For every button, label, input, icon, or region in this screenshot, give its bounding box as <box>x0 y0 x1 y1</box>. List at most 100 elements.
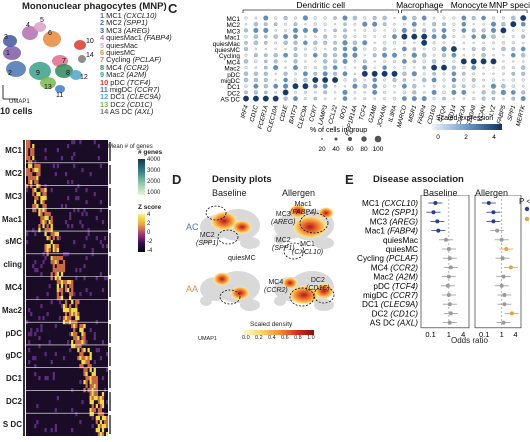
heatmap-cell <box>46 212 49 217</box>
heatmap-cell <box>54 268 57 273</box>
heatmap-cell <box>46 312 49 317</box>
dotplot-dot <box>333 84 337 88</box>
heatmap-cell <box>48 244 51 249</box>
heatmap-cell <box>50 240 53 245</box>
legend-item-gene: (CCR2) <box>123 62 149 72</box>
density-label-name: Mac1 <box>294 201 312 208</box>
dotplot-dot <box>511 41 515 45</box>
dotplot-dot <box>302 83 309 90</box>
heatmap-cell <box>83 264 86 269</box>
forest-point <box>448 265 453 270</box>
dotplot-dot <box>421 33 428 40</box>
heatmap-cell <box>105 424 108 429</box>
heatmap-cell <box>99 200 103 205</box>
dotplot-dot <box>423 85 426 88</box>
heatmap-cell <box>93 380 96 385</box>
heatmap-cell <box>91 424 94 429</box>
dotplot-dot <box>462 35 466 39</box>
heatmap-cell <box>40 212 43 217</box>
dotplot-dot <box>362 21 368 27</box>
heatmap-cell <box>56 236 59 241</box>
legend-item-gene: (SPP1) <box>123 18 148 28</box>
heatmap-cell <box>69 316 72 321</box>
heatmap-row-brackets <box>23 140 25 436</box>
dotplot-dot <box>263 15 269 21</box>
heatmap-cell <box>52 236 55 241</box>
heatmap-cell <box>105 400 108 405</box>
heatmap-cell <box>28 308 31 313</box>
dotplot-dot <box>294 72 297 76</box>
density-label-gene: (FABP4) <box>290 208 317 216</box>
forest-plot: MC1 (CXCL10)MC2 (SPP1)MC3 (AREG)Mac1 (FA… <box>357 195 530 339</box>
dotplot-dot <box>273 34 278 39</box>
umap-cluster-number: 8 <box>66 70 70 77</box>
heatmap-cell <box>28 180 31 185</box>
heatmap-cell <box>97 396 100 401</box>
heatmap-cell <box>95 388 98 393</box>
dotplot-dot <box>254 47 258 51</box>
legend-item: 9 Mac2 (A2M) <box>100 71 146 78</box>
heatmap-cell <box>101 428 105 433</box>
forest-point <box>499 283 504 288</box>
dotplot-dot <box>441 46 447 52</box>
panel-e-letter: E <box>345 172 354 187</box>
heatmap-cell <box>62 304 66 309</box>
heatmap-cell <box>44 352 47 357</box>
heatmap-cell <box>52 164 55 169</box>
heatmap-cell <box>73 344 76 349</box>
pct-legend-dot <box>334 137 338 141</box>
dotplot-dot <box>442 59 446 63</box>
forest-point <box>446 293 451 297</box>
heatmap-cell <box>95 384 98 389</box>
heatmap-cell <box>91 392 94 397</box>
heatmap-cell <box>73 152 76 157</box>
dotplot-dot <box>470 58 477 65</box>
heatmap-cell <box>99 356 103 361</box>
dotplot-dot <box>244 53 248 57</box>
dotplot-dot <box>353 22 357 26</box>
heatmap-cell <box>83 368 86 373</box>
dotplot-row-label: Cycling <box>219 53 240 60</box>
heatmap-cell <box>30 184 33 189</box>
dotplot-dot <box>422 91 426 94</box>
dotplot-dot <box>422 65 427 70</box>
heatmap-cell <box>73 312 76 317</box>
dotplot-dot <box>262 95 269 102</box>
dotplot-dot <box>401 83 407 89</box>
dotplot-dot <box>472 23 475 26</box>
dotplot-dot <box>403 53 406 57</box>
heatmap-row-label: sMC <box>5 237 22 247</box>
heatmap-cell <box>34 160 37 165</box>
heatmap-cell <box>44 192 47 197</box>
heatmap-cell <box>64 308 68 313</box>
legend-item-number: 2 <box>100 18 105 28</box>
dotplot-dot <box>432 96 436 101</box>
heatmap-cell <box>85 288 88 293</box>
heatmap-cell <box>30 164 33 169</box>
dotplot-dot <box>391 52 398 58</box>
heatmap-cell <box>71 308 74 313</box>
dotplot-dot <box>481 47 486 51</box>
heatmap-cell <box>73 140 76 145</box>
heatmap-cell <box>85 384 88 389</box>
heatmap-cell <box>34 176 37 181</box>
gene-bracket <box>109 301 111 321</box>
heatmap-cell <box>69 312 72 317</box>
heatmap-cell <box>56 280 59 285</box>
heatmap-cell <box>75 344 78 349</box>
heatmap-cell <box>71 140 74 145</box>
dotplot-dot <box>323 29 327 32</box>
heatmap-cell <box>75 188 78 193</box>
heatmap-cell <box>58 296 62 301</box>
forest-point <box>447 256 452 261</box>
heatmap-cell <box>105 432 108 436</box>
dotplot-dot <box>401 27 407 33</box>
gene-bracket <box>109 415 111 434</box>
dotplot-dot <box>431 77 437 83</box>
expr-colorbar <box>432 124 502 130</box>
dotplot-dot <box>244 90 248 95</box>
dotplot-row-label: MC3 <box>227 28 241 35</box>
dotplot-dot <box>352 52 358 58</box>
legend-item: 13 DC2 (CD1C) <box>100 101 152 108</box>
density-label-name: DC2 <box>310 277 325 284</box>
